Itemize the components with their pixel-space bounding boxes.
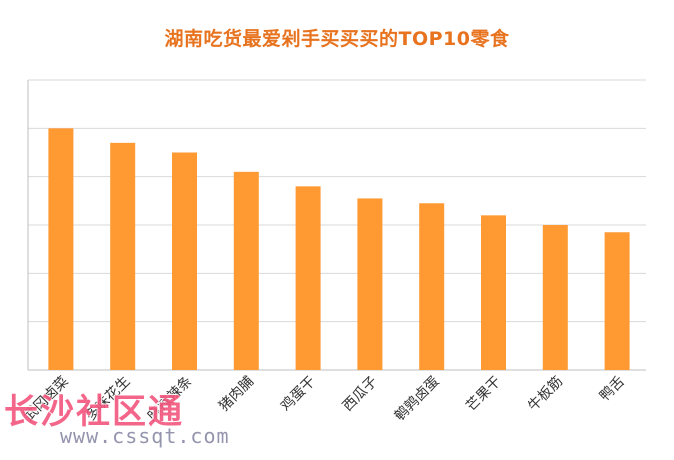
bar: [419, 203, 445, 370]
category-label: 西瓜子: [340, 374, 381, 415]
watermark-logo-text: 长沙社区通: [4, 392, 184, 432]
chart-title: 湖南吃货最爱剁手买买买的TOP10零食: [164, 28, 510, 50]
category-label: 猪肉脯: [216, 374, 257, 415]
category-label: 鹌鹑卤蛋: [391, 373, 443, 425]
bar: [110, 142, 136, 370]
bar: [357, 198, 383, 370]
category-label: 鸡蛋干: [277, 373, 319, 415]
bar: [233, 171, 259, 370]
category-label: 鸭舌: [597, 374, 628, 405]
bar: [542, 225, 568, 370]
category-label: 芒果干: [463, 374, 504, 415]
bar: [481, 215, 506, 370]
watermark-url: www.cssqt.com: [60, 424, 230, 448]
bar: [295, 186, 321, 370]
bar: [48, 128, 74, 370]
bar: [604, 232, 630, 370]
category-label: 牛板筋: [524, 373, 566, 415]
bars: [48, 128, 630, 370]
bar: [172, 152, 197, 370]
